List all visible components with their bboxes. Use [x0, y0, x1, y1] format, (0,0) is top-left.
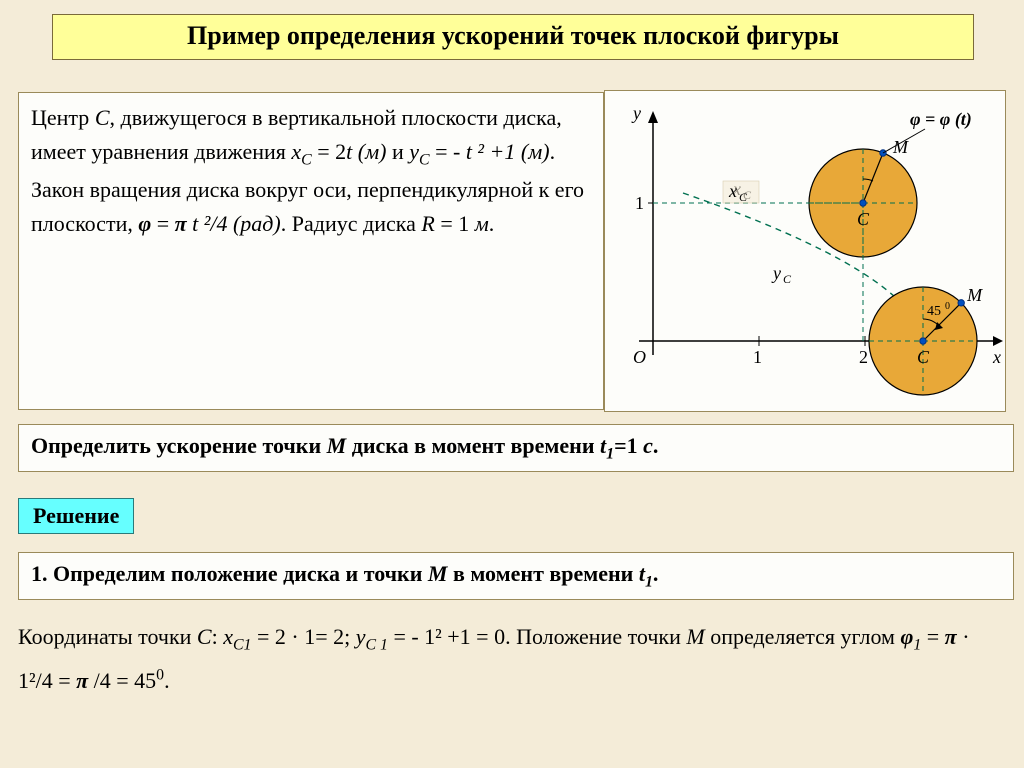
svg-text:0: 0 [945, 301, 950, 312]
t: Определить ускорение точки [31, 433, 327, 458]
t: Координаты точки [18, 624, 197, 649]
svg-text:C: C [917, 347, 930, 367]
unit: (м) [352, 139, 386, 164]
page-title: Пример определения ускорений точек плоск… [52, 14, 974, 60]
M: M [686, 624, 704, 649]
t: . [164, 668, 170, 693]
sub: C [419, 151, 430, 168]
svg-text:C: C [783, 272, 792, 286]
eq: = - [430, 139, 466, 164]
t2: t ² [466, 139, 484, 164]
eq: = [151, 211, 174, 236]
t: Центр [31, 105, 95, 130]
svg-text:x: x [992, 347, 1001, 367]
t: . [653, 433, 659, 458]
t: . [653, 561, 659, 586]
eq: /4 = 45 [88, 668, 156, 693]
svg-text:φ = φ (t): φ = φ (t) [910, 109, 972, 130]
coords-paragraph: Координаты точки C: xC1 = 2 · 1= 2; yC 1… [18, 616, 998, 702]
diagram-panel: yxO112xCxCyCCMCMφ = φ (t)450 [604, 90, 1006, 412]
pi: π [76, 668, 88, 693]
t: . [489, 211, 495, 236]
unit: +1 (м) [484, 139, 550, 164]
eq: y [409, 139, 419, 164]
c: c [643, 433, 653, 458]
eq: = - 1² +1 = 0. Положение точки [388, 624, 686, 649]
eq: =1 [614, 433, 643, 458]
svg-text:C: C [739, 190, 748, 204]
sub: 1 [645, 573, 653, 590]
step-1: 1. Определим положение диска и точки M в… [18, 552, 1014, 600]
t: : [212, 624, 224, 649]
solution-label: Решение [18, 498, 134, 534]
xc: x [223, 624, 233, 649]
C: C [197, 624, 212, 649]
task-box: Определить ускорение точки M диска в мом… [18, 424, 1014, 472]
problem-statement: Центр C, движущегося в вертикальной плос… [18, 92, 604, 410]
eq: t ²/4 (рад) [187, 211, 281, 236]
pi: π [175, 211, 187, 236]
C-symbol: C [95, 105, 110, 130]
phi: φ [900, 624, 913, 649]
t: 1. Определим положение диска и точки [31, 561, 428, 586]
R: R [421, 211, 434, 236]
t: определяется углом [705, 624, 901, 649]
sub: C1 [233, 636, 251, 653]
phi: φ [138, 211, 151, 236]
svg-text:y: y [771, 263, 781, 283]
eq: = 2 [312, 139, 346, 164]
sub: C [301, 151, 312, 168]
deg: 0 [156, 667, 164, 684]
t: диска в момент времени [346, 433, 600, 458]
pi: π [945, 624, 957, 649]
svg-text:45: 45 [927, 304, 941, 319]
svg-text:M: M [966, 285, 983, 305]
svg-text:O: O [633, 347, 646, 367]
sub: C 1 [366, 636, 388, 653]
eq: x [291, 139, 301, 164]
sub: 1 [606, 445, 614, 462]
unit: м [475, 211, 489, 236]
M: M [327, 433, 347, 458]
eq: = [921, 624, 944, 649]
svg-text:1: 1 [635, 193, 644, 213]
svg-text:x: x [728, 181, 737, 201]
svg-text:y: y [631, 103, 641, 123]
t: в момент времени [447, 561, 638, 586]
svg-text:C: C [857, 209, 870, 229]
t: и [386, 139, 409, 164]
eq: = 2 · 1= 2; [251, 624, 355, 649]
svg-text:2: 2 [859, 347, 868, 367]
diagram-svg: yxO112xCxCyCCMCMφ = φ (t)450 [605, 91, 1005, 411]
yc: y [356, 624, 366, 649]
t: . Радиус диска [281, 211, 422, 236]
M: M [428, 561, 448, 586]
svg-text:1: 1 [753, 347, 762, 367]
eq: = 1 [435, 211, 475, 236]
